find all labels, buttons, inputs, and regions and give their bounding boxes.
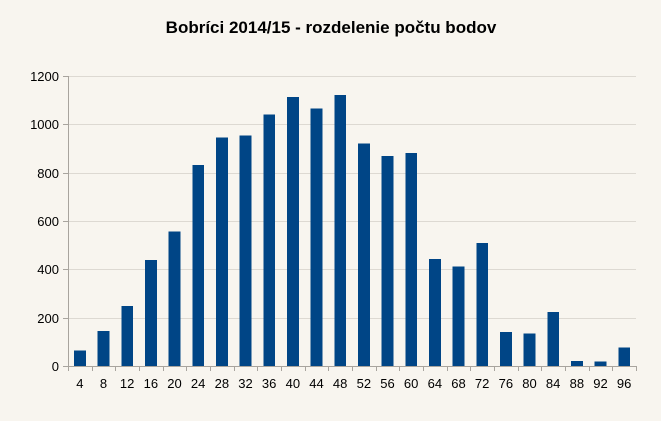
x-tick-label-44: 44 <box>309 376 323 391</box>
x-tick-label-80: 80 <box>522 376 536 391</box>
bars <box>73 94 631 367</box>
bar-60 <box>405 152 418 366</box>
x-tick-label-32: 32 <box>238 376 252 391</box>
x-tick-label-52: 52 <box>357 376 371 391</box>
x-tick-label-88: 88 <box>570 376 584 391</box>
y-tick-label-1000: 1000 <box>30 117 59 132</box>
bar-76 <box>499 332 512 366</box>
x-tick-label-68: 68 <box>451 376 465 391</box>
y-tick-label-800: 800 <box>37 166 59 181</box>
x-tick-label-16: 16 <box>144 376 158 391</box>
x-tick-labels: 4 8 12 16 20 24 28 32 36 40 44 48 52 56 60 64 68 72 76 80 84… <box>76 376 631 391</box>
bar-8 <box>97 330 110 366</box>
bar-84 <box>547 311 560 366</box>
x-tick-label-8: 8 <box>100 376 107 391</box>
bar-4 <box>73 350 86 366</box>
bar-20 <box>168 231 181 366</box>
bar-80 <box>523 333 536 367</box>
x-tick-label-28: 28 <box>215 376 229 391</box>
x-tick-label-64: 64 <box>428 376 442 391</box>
x-tick-label-60: 60 <box>404 376 418 391</box>
y-tick-label-600: 600 <box>37 214 59 229</box>
x-tick-label-96: 96 <box>617 376 631 391</box>
y-tick-labels: 0 200 400 600 800 1000 1200 <box>30 69 59 374</box>
x-tick-label-24: 24 <box>191 376 205 391</box>
bar-32 <box>239 135 252 366</box>
x-tick-label-72: 72 <box>475 376 489 391</box>
bar-16 <box>144 260 157 366</box>
x-tick-label-84: 84 <box>546 376 560 391</box>
bar-52 <box>357 143 370 366</box>
bar-44 <box>310 108 323 366</box>
y-tick-label-200: 200 <box>37 311 59 326</box>
bar-12 <box>121 306 134 366</box>
bar-56 <box>381 156 394 366</box>
x-tick-label-48: 48 <box>333 376 347 391</box>
axes <box>63 76 637 371</box>
bar-24 <box>192 165 205 366</box>
x-tick-label-56: 56 <box>380 376 394 391</box>
gridlines <box>68 76 636 319</box>
bar-72 <box>476 243 489 366</box>
bar-68 <box>452 266 465 366</box>
x-tick-label-76: 76 <box>499 376 513 391</box>
bar-88 <box>570 361 583 366</box>
bar-64 <box>428 258 441 366</box>
x-tick-label-40: 40 <box>286 376 300 391</box>
bar-48 <box>334 94 347 366</box>
bar-36 <box>263 114 276 366</box>
x-tick-label-36: 36 <box>262 376 276 391</box>
bar-40 <box>286 97 299 367</box>
x-tick-label-12: 12 <box>120 376 134 391</box>
bar-96 <box>618 347 631 366</box>
y-tick-label-1200: 1200 <box>30 69 59 84</box>
bar-28 <box>215 137 228 367</box>
y-tick-label-0: 0 <box>52 359 59 374</box>
chart-title: Bobríci 2014/15 - rozdelenie počtu bodov <box>166 18 497 37</box>
x-tick-label-4: 4 <box>76 376 83 391</box>
x-tick-label-92: 92 <box>593 376 607 391</box>
y-tick-label-400: 400 <box>37 262 59 277</box>
bar-92 <box>594 361 607 366</box>
x-tick-label-20: 20 <box>167 376 181 391</box>
